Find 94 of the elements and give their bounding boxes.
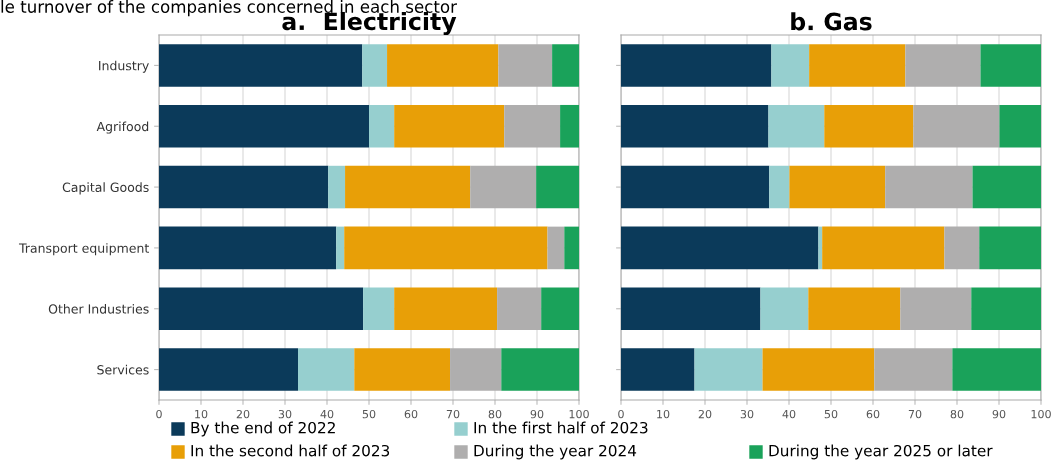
bar [905,44,981,87]
y-tick-label: Industry [99,60,149,73]
bar [159,348,299,391]
bar [541,287,579,331]
x-tick-label: 80 [488,409,502,419]
bar [159,104,369,148]
bar [768,104,825,148]
bar [913,104,1000,148]
bar [952,348,1041,391]
legend-label: By the end of 2022 [191,421,335,437]
bar [497,287,542,331]
bar [552,44,579,87]
chart-title: b. Gas [791,12,872,31]
x-tick-label: 70 [446,409,460,419]
bar [159,165,329,209]
x-tick-label: 40 [782,409,796,419]
bar [345,165,471,209]
bar [971,287,1041,331]
y-tick-label: Transport equipment [18,243,149,256]
bar [760,287,809,331]
y-tick-label: Services [97,364,149,375]
x-tick-label: 30 [278,409,292,419]
x-tick-label: 20 [698,409,712,419]
x-tick-label: 100 [569,409,589,419]
bar [694,348,763,391]
x-tick-label: 10 [195,409,208,419]
bar [824,104,914,148]
x-tick-label: 70 [908,409,922,419]
bar [547,226,565,270]
bar [900,287,972,331]
bar [369,104,395,148]
bar [874,348,953,391]
x-tick-label: 20 [236,409,250,419]
bar [336,226,345,270]
bar [159,226,337,270]
bar [387,44,499,87]
bar [504,104,561,148]
legend-label: In the first half of 2023 [474,421,648,434]
x-tick-label: 50 [362,409,376,419]
x-tick-label: 30 [740,409,754,419]
bar [328,165,346,209]
bar [944,226,980,270]
bar [501,348,579,391]
x-tick-label: 40 [320,409,334,419]
x-tick-label: 0 [618,409,624,419]
bar [789,165,886,209]
bar [818,226,823,270]
bar [621,287,761,331]
x-tick-label: 10 [657,409,670,419]
bar [979,226,1041,270]
y-tick-label: Agrifood [96,121,149,134]
bar [298,348,355,391]
bar [536,165,579,209]
legend-label: During the year 2025 or later [769,444,993,460]
x-tick-label: 90 [530,409,544,419]
bar [808,287,901,331]
bar [621,348,695,391]
bar [972,165,1041,209]
bar [344,226,548,270]
y-tick-label: Capital Goods [62,182,149,195]
x-tick-label: 50 [824,409,838,419]
bar [354,348,451,391]
x-tick-label: 60 [404,409,418,419]
x-tick-label: 100 [1031,409,1051,419]
bar [771,44,810,87]
bar [621,165,770,209]
bar [769,165,790,209]
bar [450,348,502,391]
bar [621,44,772,87]
bar [999,104,1041,148]
bar [621,104,769,148]
bar [885,165,973,209]
bar [498,44,553,87]
x-tick-label: 0 [156,409,162,419]
bar [621,226,819,270]
bar [980,44,1041,87]
y-tick-label: Other Industries [48,304,149,314]
bar [159,44,363,87]
bar [809,44,906,87]
bar [564,226,579,270]
x-tick-label: 90 [992,409,1006,419]
bar [762,348,875,391]
legend-label: In the second half of 2023 [191,444,390,457]
bar [470,165,537,209]
x-tick-label: 60 [866,409,880,419]
bar [560,104,579,148]
bar [159,287,364,331]
legend-label: During the year 2024 [474,444,637,460]
bar [394,104,505,148]
x-tick-label: 80 [950,409,964,419]
bar [362,44,388,87]
bar [363,287,395,331]
bar [394,287,498,331]
bar [822,226,945,270]
